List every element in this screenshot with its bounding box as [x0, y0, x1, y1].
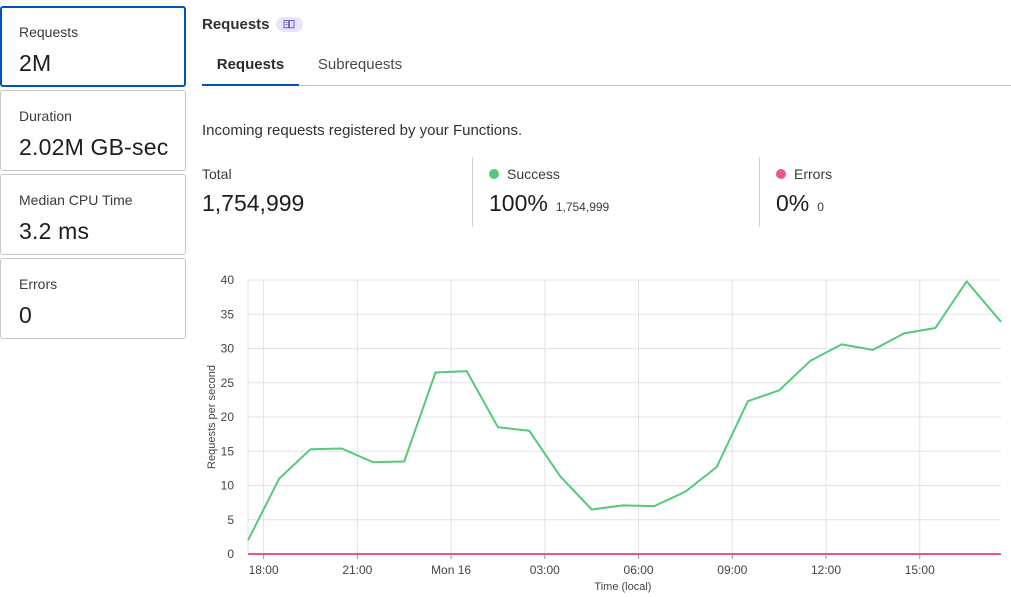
metric-card-label: Errors [19, 276, 58, 292]
title-row: Requests [202, 13, 303, 35]
stat-count: 0 [817, 200, 824, 214]
requests-chart[interactable]: 0 5 10 15 20 25 30 35 40 18:00 21:00 Mon 16 03:00 06… [196, 262, 1011, 597]
x-tick-label: 03:00 [530, 563, 560, 577]
stat-value: 1,754,999 [202, 190, 305, 216]
metric-card-duration[interactable]: Duration 2.02M GB-sec [0, 90, 186, 171]
x-tick-label: Mon 16 [431, 563, 471, 577]
metric-card-value: 2M [19, 50, 52, 76]
tab-bar: Requests Subrequests [202, 46, 1011, 86]
stat-label: Success [507, 166, 560, 182]
metric-card-label: Duration [19, 108, 72, 124]
x-tick-label: 06:00 [624, 563, 654, 577]
chart-svg[interactable]: 0 5 10 15 20 25 30 35 40 18:00 21:00 Mon 16 03:00 06… [196, 262, 1011, 597]
stat-label: Total [202, 166, 232, 182]
summary-stats: Total 1,754,999 Success 100% 1,754,999 [202, 157, 1011, 227]
stat-errors: Errors 0% 0 [759, 157, 1011, 227]
error-dot-icon [776, 169, 786, 179]
metric-card-value: 3.2 ms [19, 218, 90, 244]
grid [247, 279, 1001, 555]
y-tick-label: 10 [221, 479, 235, 493]
metric-card-errors[interactable]: Errors 0 [0, 258, 186, 339]
stat-value: 0% [776, 190, 810, 216]
metric-card-label: Requests [19, 24, 79, 40]
stat-value-row: 100% 1,754,999 [489, 190, 759, 217]
metric-card-value: 0 [19, 302, 32, 328]
docs-badge[interactable] [275, 16, 303, 32]
x-axis: 18:00 21:00 Mon 16 03:00 06:00 09:00 12:00 15:0… [248, 553, 1001, 577]
stat-label-row: Success [489, 165, 759, 183]
metric-cards: Requests 2M Duration 2.02M GB-sec Median… [0, 6, 186, 342]
success-dot-icon [489, 169, 499, 179]
series [247, 280, 1002, 555]
x-tick-label: 12:00 [811, 563, 841, 577]
y-tick-label: 15 [221, 444, 235, 458]
y-tick-label: 35 [221, 307, 235, 321]
x-tick-label: 21:00 [342, 563, 372, 577]
stat-count: 1,754,999 [555, 200, 610, 214]
metric-card-label: Median CPU Time [19, 192, 133, 208]
stat-value-row: 0% 0 [776, 190, 1011, 217]
success-series-line[interactable] [247, 280, 1002, 541]
y-tick-label: 25 [221, 376, 235, 390]
y-tick-label: 20 [221, 410, 235, 424]
tab-requests[interactable]: Requests [202, 46, 299, 86]
stat-success: Success 100% 1,754,999 [472, 157, 759, 227]
y-tick-label: 5 [227, 513, 234, 527]
metric-card-value: 2.02M GB-sec [19, 134, 169, 160]
y-tick-label: 30 [221, 342, 235, 356]
y-tick-label: 40 [221, 273, 235, 287]
tab-subrequests[interactable]: Subrequests [317, 56, 403, 73]
stat-total: Total 1,754,999 [202, 157, 472, 227]
y-axis-title: Requests per second [206, 365, 218, 469]
page-title: Requests [202, 15, 270, 33]
stat-value-row: 1,754,999 [202, 190, 472, 217]
book-icon [283, 20, 295, 29]
stat-label: Errors [794, 166, 833, 182]
y-tick-label: 0 [227, 547, 234, 561]
x-axis-title: Time (local) [594, 581, 651, 593]
chart-description: Incoming requests registered by your Fun… [202, 122, 523, 139]
stat-value: 100% [489, 190, 548, 216]
x-tick-label: 18:00 [249, 563, 279, 577]
stat-label-row: Errors [776, 165, 1011, 183]
x-tick-label: 15:00 [905, 563, 935, 577]
metric-card-requests[interactable]: Requests 2M [0, 6, 186, 87]
metric-card-cpu-time[interactable]: Median CPU Time 3.2 ms [0, 174, 186, 255]
x-tick-label: 09:00 [717, 563, 747, 577]
y-axis: 0 5 10 15 20 25 30 35 40 [221, 273, 235, 561]
